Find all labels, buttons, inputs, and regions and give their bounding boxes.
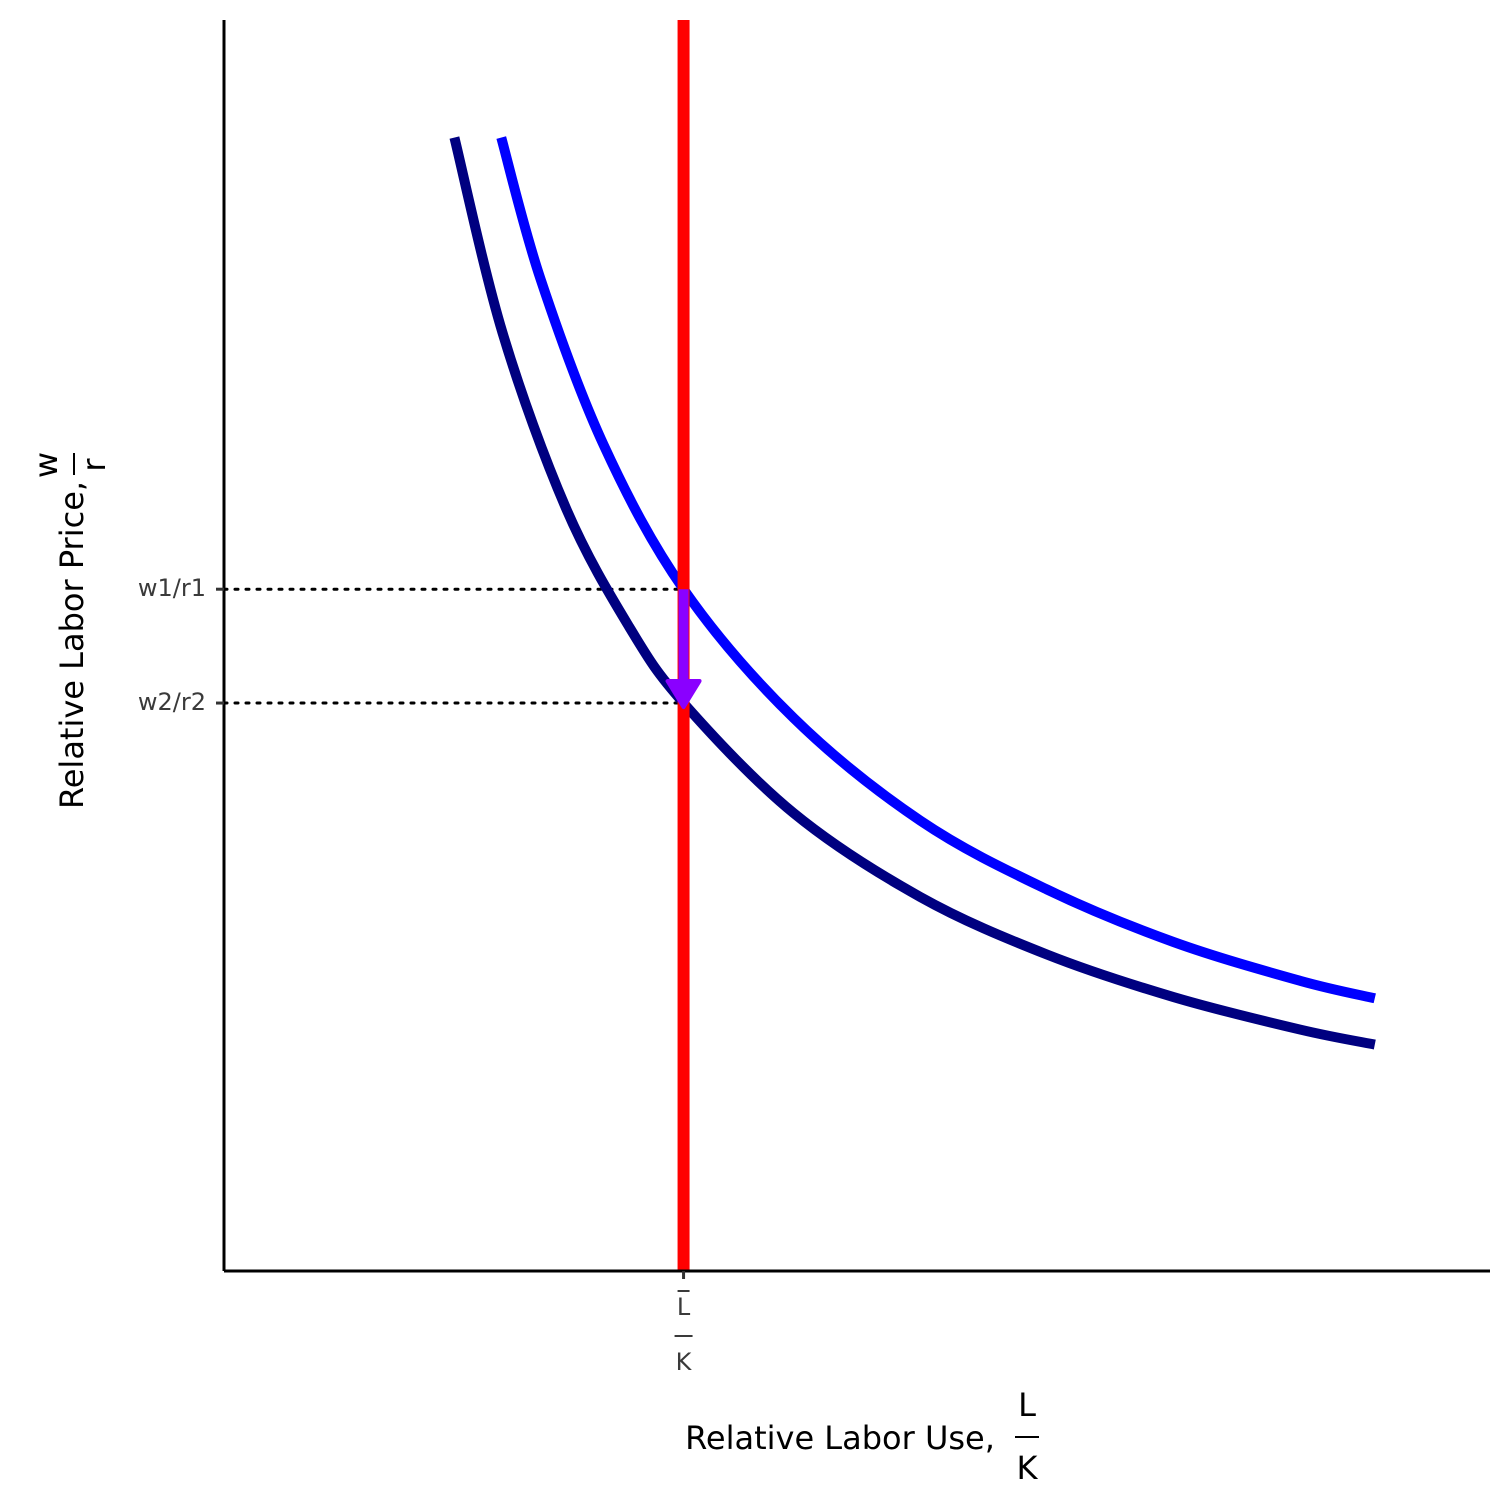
x-tick-label-numerator-1: L [677,1293,691,1321]
plot-area [222,20,1376,1271]
demand2-curve [449,136,1376,1050]
y-axis-title-text: Relative Labor Price, [53,481,91,809]
x-axis-title-numerator: L [1018,1386,1036,1424]
shift-arrow-head [665,679,702,710]
x-axis-title-text: Relative Labor Use, [685,1419,995,1457]
y-tick-label-2: w2/r2 [138,688,206,716]
x-axis-title: Relative Labor Use, L K [685,1386,1039,1487]
y-axis-title-numerator: w [27,452,65,478]
demand1-curve [496,136,1376,1004]
y-axis-title: Relative Labor Price, w r [27,452,113,809]
x-axis-title-denominator: K [1017,1449,1039,1487]
y-tick-label-1: w1/r1 [138,574,206,602]
ticks: w1/r1 w2/r2 LK [138,574,693,1376]
axes [222,20,1490,1273]
x-tick-label-denominator-1: K [676,1348,693,1376]
y-axis-title-denominator: r [75,458,113,472]
